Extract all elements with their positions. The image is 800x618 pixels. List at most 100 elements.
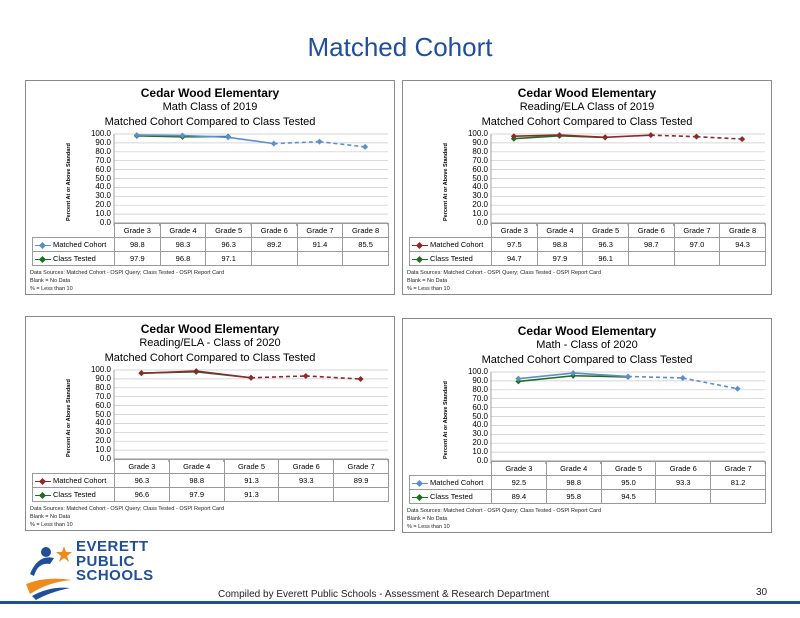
logo-wordmark: EVERETT PUBLIC SCHOOLS (76, 539, 154, 584)
category-label: Grade 4 (536, 223, 584, 238)
y-tick-label: 20.0 (95, 200, 111, 210)
data-value-cell (250, 251, 298, 266)
table-row: Class Tested 89.4 95.8 94.5 (409, 489, 766, 504)
data-value-cell (655, 489, 712, 504)
series-line-segment (518, 374, 574, 383)
plot-area (113, 368, 389, 462)
data-value-cell: 97.0 (673, 237, 721, 252)
y-tick-label: 90.0 (472, 375, 488, 385)
y-tick-label: 60.0 (472, 402, 488, 412)
category-label: Grade 6 (250, 223, 298, 238)
legend-marker-icon (412, 255, 428, 263)
data-value-cell (710, 489, 766, 504)
data-source-note: Data Sources: Matched Cohort - OSPI Quer… (30, 270, 225, 276)
series-line-segment (518, 372, 574, 380)
table-row: Matched Cohort 98.8 98.3 96.3 89.2 91.4 85.5 (32, 237, 389, 252)
series-line-segment (627, 375, 683, 379)
y-tick-label: 80.0 (472, 146, 488, 156)
data-value-cell: 98.7 (627, 237, 675, 252)
data-value-cell: 89.4 (491, 489, 547, 504)
data-source-note: Blank = No Data (407, 516, 448, 522)
logo-line-2: PUBLIC (76, 552, 135, 570)
series-line-segment (605, 134, 651, 139)
legend-label: Class Tested (53, 253, 96, 263)
data-value-cell: 96.3 (114, 473, 170, 488)
legend-label: Matched Cohort (430, 477, 484, 487)
data-source-note: Blank = No Data (407, 278, 448, 284)
y-tick-label: 30.0 (95, 191, 111, 201)
series-line-segment (696, 135, 743, 140)
category-label: Grade 4 (159, 223, 207, 238)
table-row: Matched Cohort 97.5 98.8 96.3 98.7 97.0 94.3 (409, 237, 766, 252)
y-tick-label: 40.0 (472, 182, 488, 192)
y-tick-label: 60.0 (95, 164, 111, 174)
legend-label: Class Tested (53, 489, 96, 499)
y-tick-label: 80.0 (472, 384, 488, 394)
y-axis-label: Percent At or Above Standard (443, 143, 449, 221)
legend-label: Class Tested (430, 491, 473, 501)
legend-label: Matched Cohort (430, 239, 484, 249)
series-line-segment (136, 135, 183, 138)
data-source-note: Data Sources: Matched Cohort - OSPI Quer… (30, 506, 225, 512)
legend-entry: Matched Cohort (32, 473, 115, 488)
data-value-cell: 94.7 (491, 251, 538, 266)
data-point (362, 143, 369, 150)
series-line-segment (196, 370, 252, 379)
data-value-cell: 97.9 (536, 251, 584, 266)
y-tick-label: 20.0 (472, 200, 488, 210)
series-line-segment (682, 377, 738, 390)
data-point (357, 375, 364, 382)
data-point (556, 132, 563, 139)
data-value-cell: 85.5 (342, 237, 389, 252)
table-row: Class Tested 94.7 97.9 96.1 (409, 251, 766, 266)
y-axis-label: Percent At or Above Standard (66, 379, 72, 457)
plot-area (490, 132, 766, 226)
data-point (248, 374, 254, 381)
y-tick-label: 100.0 (467, 129, 488, 138)
legend-entry: Class Tested (32, 251, 115, 266)
category-label: Grade 8 (719, 223, 766, 238)
series-line-segment (573, 374, 629, 378)
data-source-note: Data Sources: Matched Cohort - OSPI Quer… (407, 508, 602, 514)
data-value-cell (333, 487, 389, 502)
data-point (647, 132, 654, 139)
data-value-cell: 98.8 (536, 237, 584, 252)
legend-label: Matched Cohort (53, 475, 107, 485)
category-label: Grade 8 (342, 223, 389, 238)
series-line-segment (573, 372, 629, 378)
data-value-cell (719, 251, 766, 266)
legend-label: Class Tested (430, 253, 473, 263)
y-tick-label: 90.0 (95, 137, 111, 147)
data-value-cell (278, 487, 335, 502)
y-tick-label: 0.0 (99, 218, 111, 227)
category-label: Grade 6 (627, 223, 675, 238)
series-line-segment (559, 134, 606, 139)
chart-school: Cedar Wood Elementary (140, 86, 280, 100)
chart-subtitle: Reading/ELA Class of 2019 (519, 101, 655, 113)
logo-figure-icon (26, 546, 72, 600)
y-tick-label: 60.0 (472, 164, 488, 174)
data-value-cell (673, 251, 721, 266)
data-point (602, 134, 609, 141)
data-value-cell: 94.5 (600, 489, 657, 504)
series-line-segment (228, 136, 274, 145)
legend-marker-icon (412, 241, 428, 249)
data-value-cell: 98.8 (114, 237, 161, 252)
category-label: Grade 6 (655, 461, 712, 476)
chart-panel-math-2019: Cedar Wood Elementary Math Class of 2019 M… (25, 80, 395, 295)
y-tick-label: 80.0 (95, 146, 111, 156)
series-line-segment (305, 375, 361, 380)
series-line-segment (250, 375, 306, 379)
data-value-cell: 89.9 (333, 473, 389, 488)
plot-area (490, 370, 766, 464)
data-point (734, 385, 741, 392)
y-tick-label: 30.0 (472, 191, 488, 201)
category-label: Grade 3 (491, 461, 547, 476)
chart-title: Matched Cohort Compared to Class Tested (104, 352, 316, 364)
data-value-cell: 93.3 (655, 475, 712, 490)
data-source-note: % = Less than 10 (407, 524, 450, 530)
series-line-segment (513, 135, 560, 140)
legend-marker-icon (412, 479, 428, 487)
category-label: Grade 4 (168, 459, 225, 474)
y-axis-label: Percent At or Above Standard (443, 381, 449, 459)
